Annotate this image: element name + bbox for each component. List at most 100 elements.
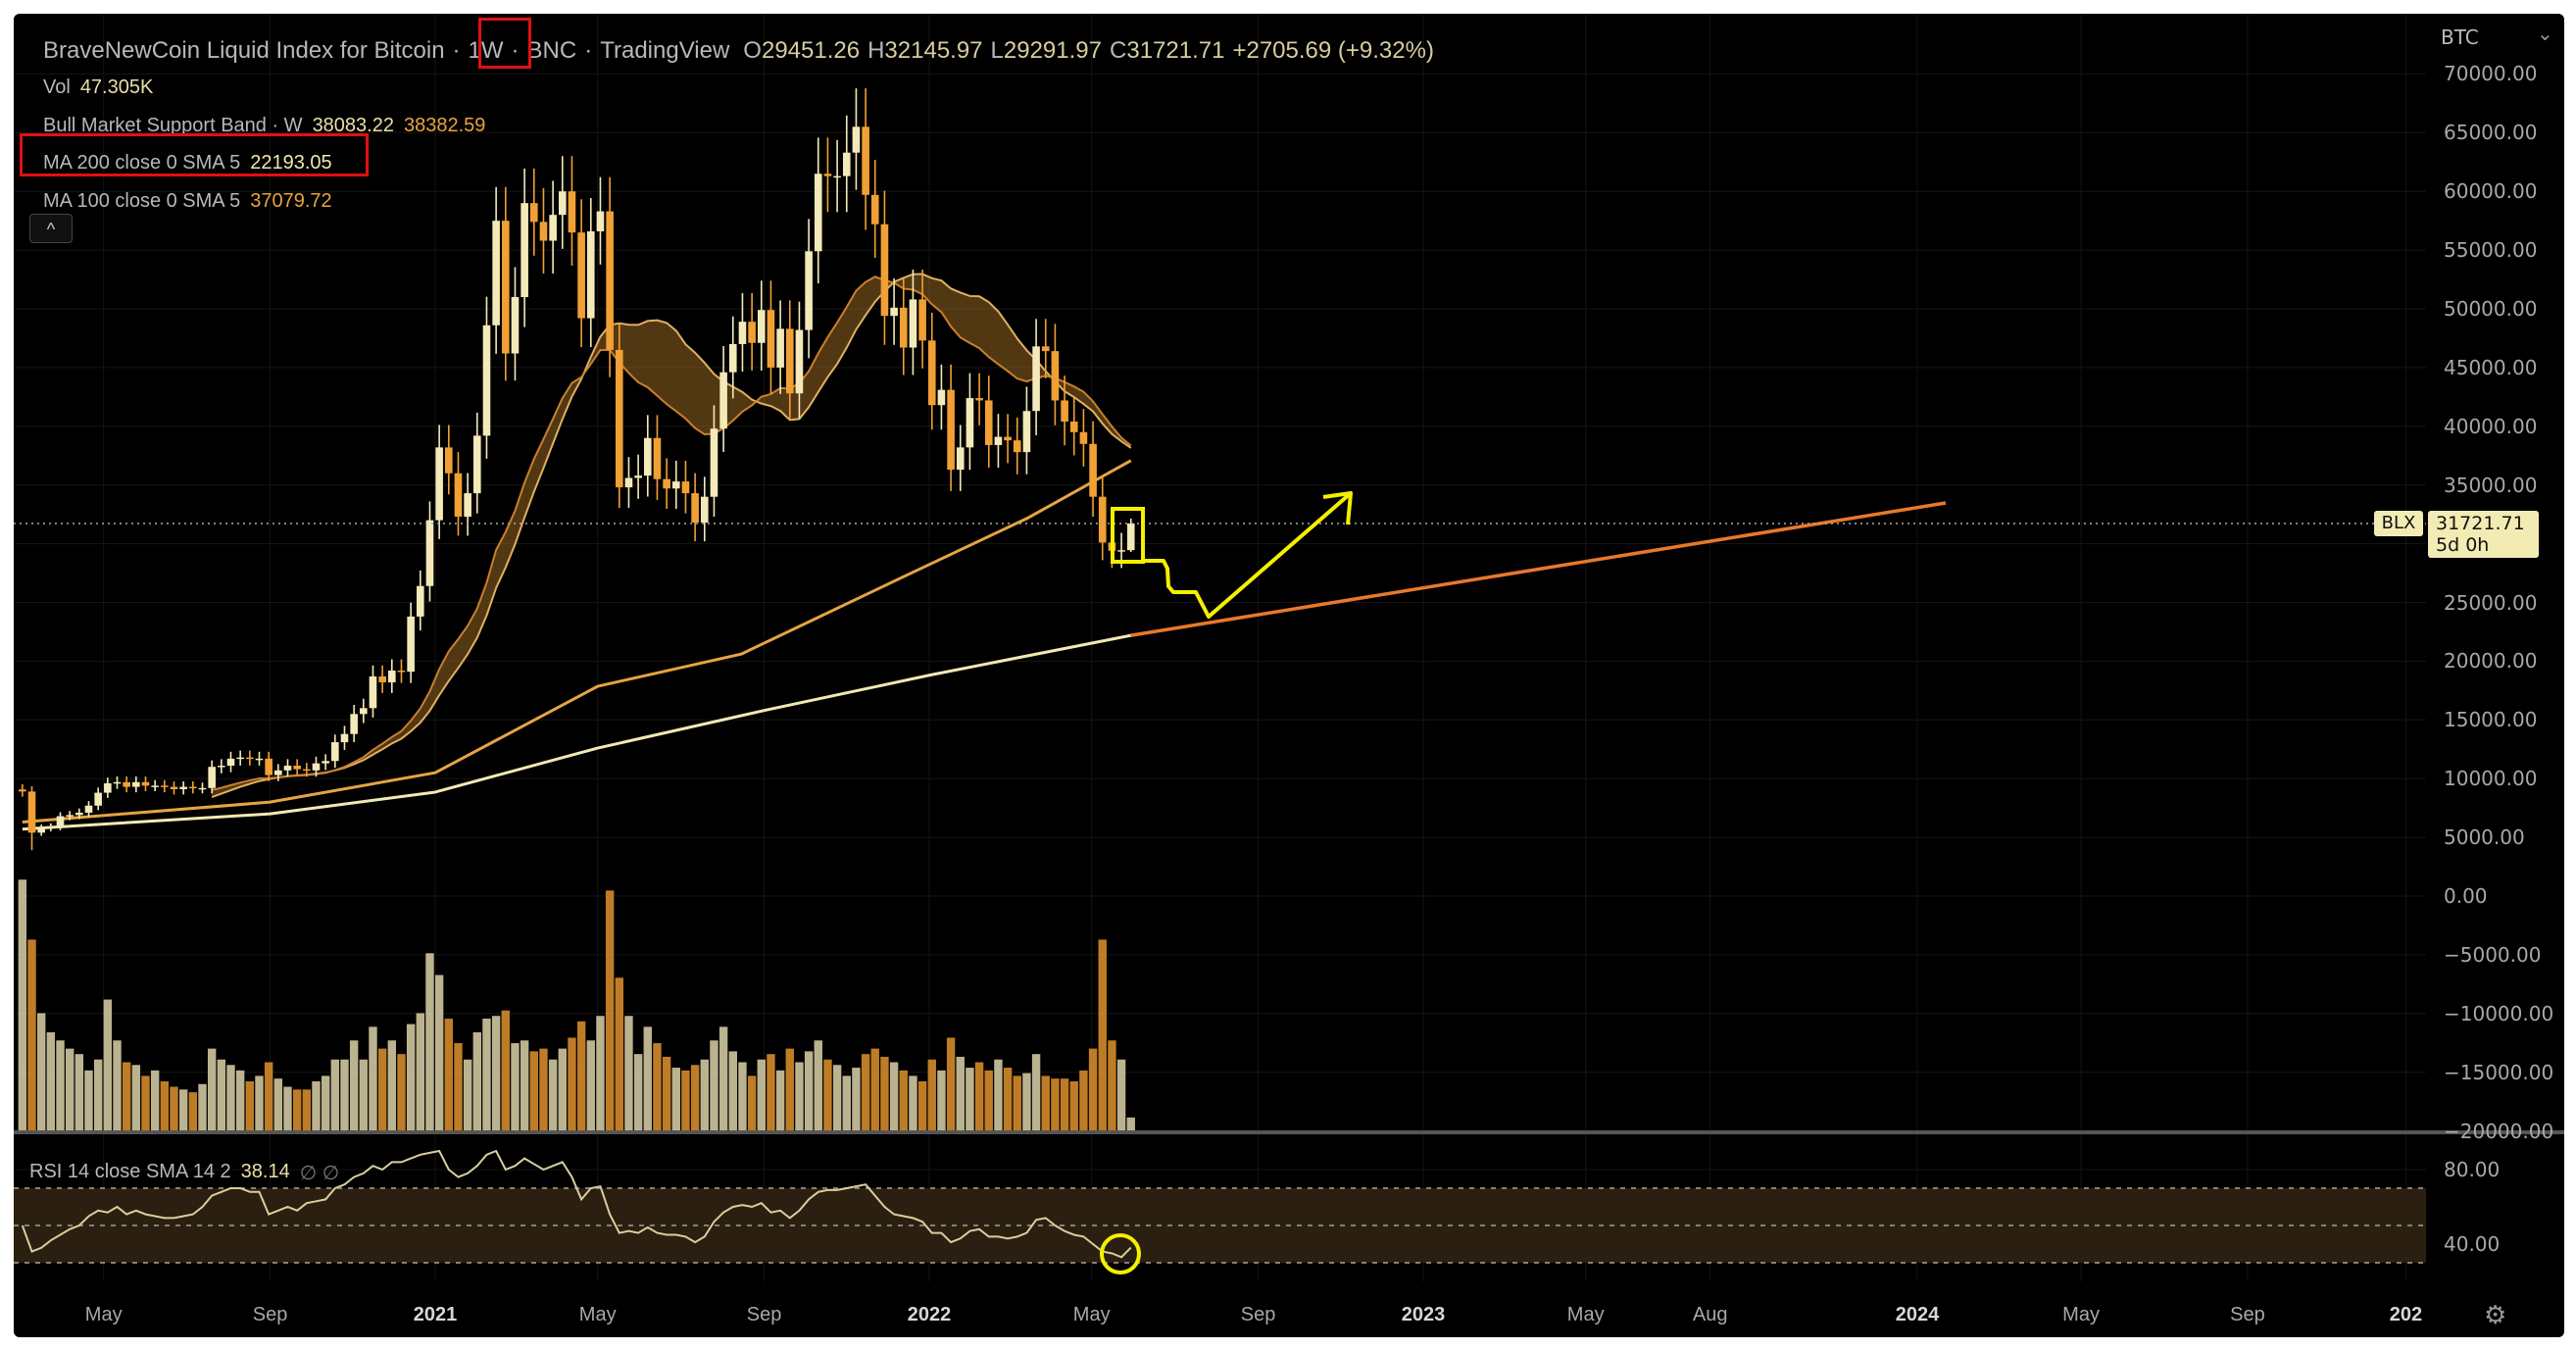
candle-body: [748, 322, 756, 343]
candle-body: [473, 435, 481, 494]
candle-body: [927, 340, 936, 406]
candle-body: [918, 299, 926, 341]
volume-bar: [273, 1078, 283, 1130]
last-price-value: 31721.71: [2436, 513, 2525, 534]
candle-body: [663, 478, 670, 489]
volume-bar: [283, 1086, 292, 1130]
time-tick: 2023: [1401, 1304, 1446, 1325]
candle-body: [719, 372, 727, 429]
low-label: L: [990, 37, 1004, 64]
legend-value: ∅ ∅: [299, 1163, 340, 1184]
time-tick: 2022: [907, 1304, 952, 1325]
candle-body: [852, 126, 861, 153]
volume-bar: [160, 1080, 170, 1130]
volume-bar: [1098, 939, 1107, 1130]
legend-label: MA 200 close 0 SMA 5: [43, 152, 241, 174]
open-label: O: [743, 37, 762, 64]
candle-body: [1079, 431, 1088, 444]
volume-bar: [103, 999, 113, 1130]
candle-body: [700, 496, 709, 524]
candle-body: [994, 436, 1003, 445]
volume-bar: [880, 1056, 889, 1130]
volume-bar: [255, 1075, 264, 1130]
price-tick: −20000.00: [2444, 1119, 2554, 1143]
candle-body: [814, 174, 822, 252]
candle-body: [643, 437, 652, 476]
symbol-title[interactable]: BraveNewCoin Liquid Index for Bitcoin: [43, 37, 445, 64]
volume-bar: [520, 1040, 529, 1130]
price-tick: 45000.00: [2444, 355, 2538, 379]
chart-window: BraveNewCoin Liquid Index for Bitcoin · …: [14, 14, 2564, 1337]
legend-value: 37079.72: [250, 190, 332, 212]
candle-body: [738, 322, 747, 344]
volume-bar: [917, 1080, 927, 1130]
candle-body: [823, 174, 832, 176]
legend-label: Bull Market Support Band · W: [43, 115, 303, 136]
price-tick: 35000.00: [2444, 473, 2538, 497]
collapse-legend-button[interactable]: ^: [29, 214, 73, 243]
candle-body: [84, 805, 93, 813]
volume-bar: [842, 1075, 851, 1130]
candle-body: [208, 767, 216, 788]
time-tick: May: [578, 1304, 617, 1325]
legend-ma100[interactable]: MA 100 close 0 SMA 5 37079.72: [43, 190, 332, 213]
interval-label[interactable]: 1W: [468, 37, 504, 64]
volume-bar: [956, 1056, 965, 1130]
price-chart[interactable]: [14, 14, 2564, 1337]
candle-body: [842, 152, 851, 176]
separator: ·: [584, 37, 593, 64]
volume-bar: [795, 1062, 804, 1130]
candle-body: [27, 791, 36, 833]
candle-body: [776, 328, 784, 368]
candle-body: [870, 194, 879, 225]
legend-volume[interactable]: Vol 47.305K: [43, 76, 153, 99]
candle-body: [785, 328, 794, 394]
time-tick: 202: [2389, 1304, 2423, 1325]
candle-body: [1051, 351, 1060, 401]
candle-body: [94, 792, 102, 806]
legend-bull-band[interactable]: Bull Market Support Band · W 38083.22 38…: [43, 115, 485, 137]
candle-body: [795, 329, 804, 394]
volume-bar: [150, 1070, 160, 1130]
volume-bar: [899, 1070, 908, 1130]
candle-body: [984, 400, 993, 445]
candle-body: [596, 211, 605, 231]
candle-body: [104, 782, 112, 793]
candle-body: [378, 675, 386, 682]
volume-bar: [397, 1054, 406, 1130]
volume-bar: [1088, 1048, 1098, 1130]
price-tick: 15000.00: [2444, 708, 2538, 732]
candle-body: [511, 297, 520, 354]
chevron-down-icon[interactable]: ⌄: [2537, 22, 2553, 45]
volume-bar: [292, 1089, 302, 1130]
volume-bar: [615, 977, 623, 1130]
volume-bar: [36, 1013, 46, 1130]
annotation-arrowhead: [1322, 491, 1353, 525]
volume-bar: [586, 1040, 595, 1130]
volume-bar: [170, 1086, 178, 1130]
high-label: H: [867, 37, 885, 64]
candle-body: [161, 785, 169, 787]
candle-body: [435, 447, 443, 521]
volume-bar: [633, 1054, 643, 1130]
gear-icon[interactable]: ⚙: [2484, 1300, 2507, 1329]
volume-bar: [27, 939, 36, 1130]
time-tick: May: [1566, 1304, 1605, 1325]
candle-body: [482, 325, 491, 436]
volume-bar: [548, 1059, 558, 1130]
candle-body: [454, 473, 463, 518]
volume-bar: [340, 1059, 349, 1130]
volume-bar: [444, 1019, 454, 1130]
candle-body: [274, 770, 282, 775]
rsi-tick: 80.00: [2444, 1158, 2501, 1181]
candle-body: [956, 447, 965, 471]
candle-body: [586, 230, 595, 319]
candle-body: [132, 781, 140, 787]
candle-body: [369, 675, 377, 709]
candle-body: [520, 203, 528, 298]
volume-bar: [823, 1059, 832, 1130]
legend-ma200[interactable]: MA 200 close 0 SMA 5 22193.05: [43, 152, 332, 175]
legend-rsi[interactable]: RSI 14 close SMA 14 2 38.14 ∅ ∅: [29, 1161, 339, 1185]
volume-bar: [775, 1070, 785, 1130]
currency-label[interactable]: BTC: [2441, 25, 2479, 49]
